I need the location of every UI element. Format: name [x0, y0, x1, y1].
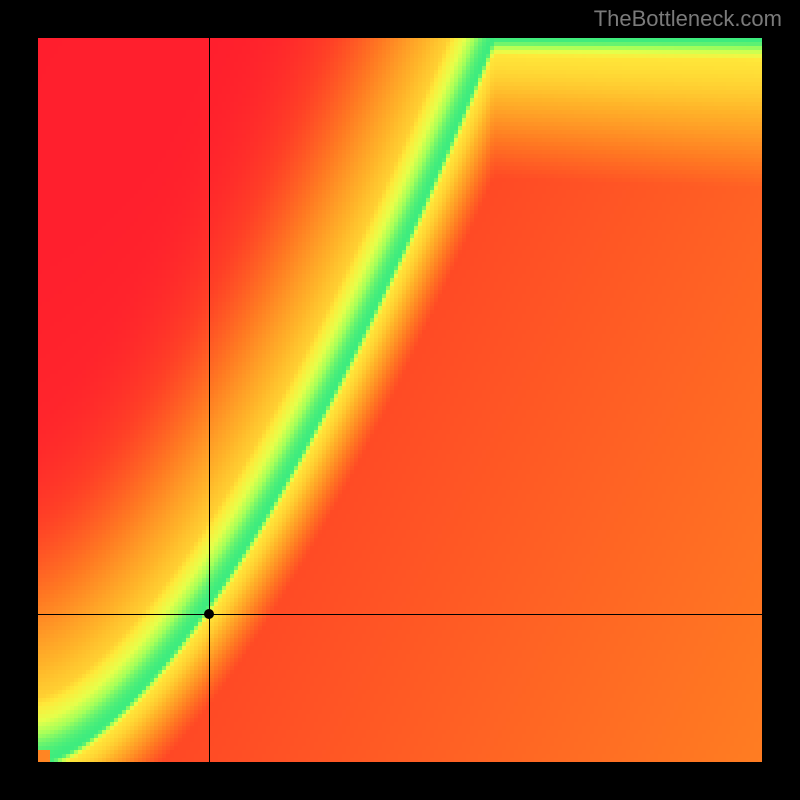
heatmap-canvas [38, 38, 762, 762]
heatmap-plot [38, 38, 762, 762]
crosshair-horizontal [38, 614, 762, 615]
watermark-text: TheBottleneck.com [594, 6, 782, 32]
marker-dot [204, 609, 214, 619]
crosshair-vertical [209, 38, 210, 762]
